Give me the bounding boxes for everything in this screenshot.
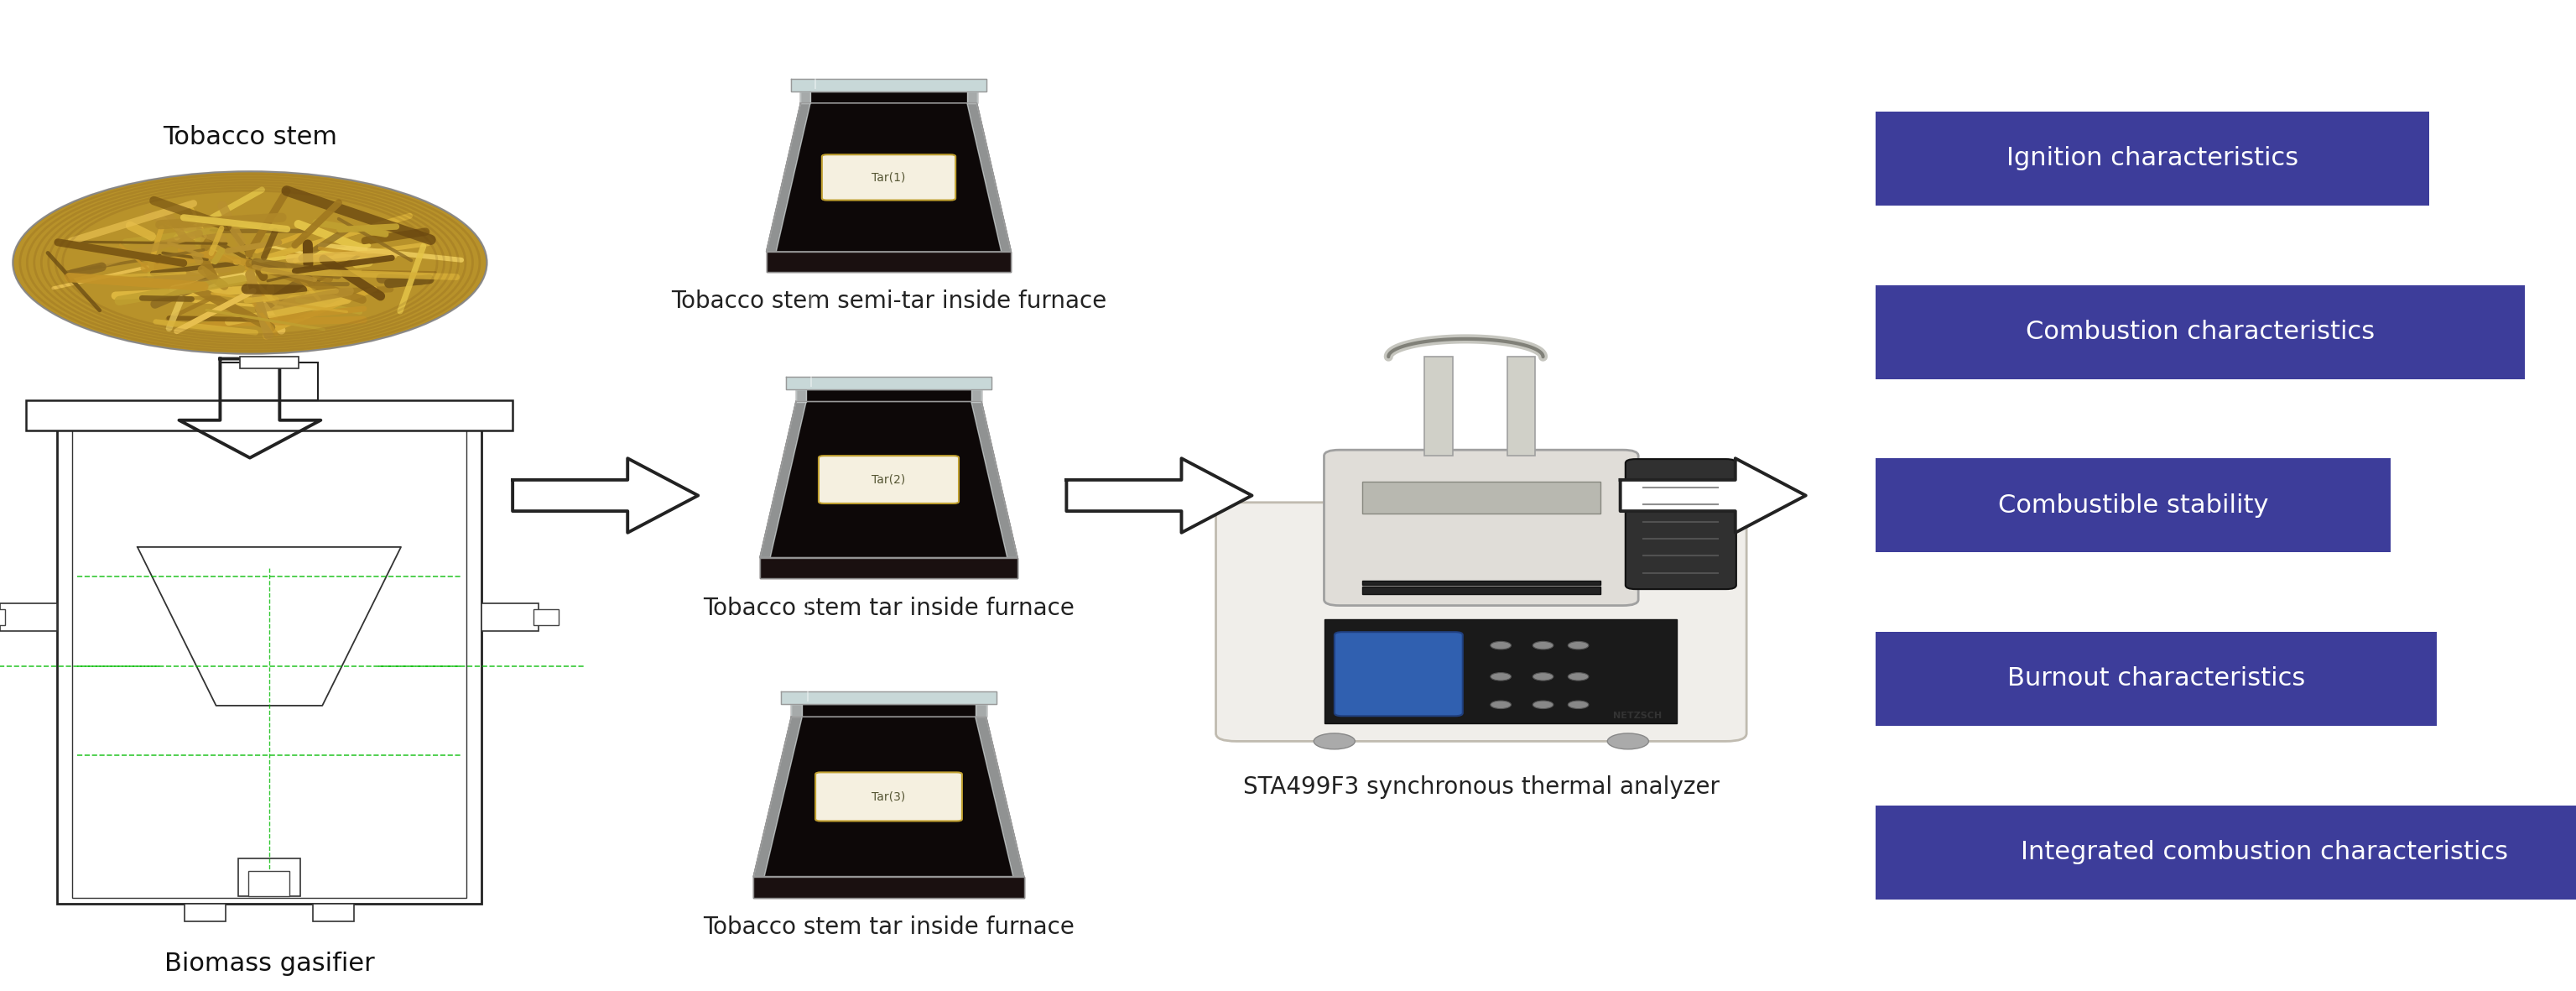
FancyBboxPatch shape: [1324, 450, 1638, 606]
Circle shape: [1533, 673, 1553, 681]
Polygon shape: [796, 389, 981, 401]
Polygon shape: [768, 103, 1010, 252]
Circle shape: [1314, 733, 1355, 749]
Text: Tar(3): Tar(3): [871, 791, 907, 803]
Bar: [72, 414, 466, 898]
Text: Tobacco stem tar inside furnace: Tobacco stem tar inside furnace: [703, 916, 1074, 939]
Text: Tar(2): Tar(2): [871, 474, 907, 486]
Polygon shape: [791, 704, 801, 716]
Bar: [1875, 805, 2576, 900]
Text: Combustion characteristics: Combustion characteristics: [2025, 320, 2375, 344]
Bar: [57, 408, 482, 904]
Polygon shape: [760, 401, 806, 558]
Circle shape: [1533, 701, 1553, 709]
Circle shape: [13, 171, 487, 354]
Circle shape: [1492, 701, 1512, 709]
Circle shape: [1492, 673, 1512, 681]
Bar: [1875, 112, 2429, 206]
Circle shape: [1607, 733, 1649, 749]
Text: Tobacco stem semi-tar inside furnace: Tobacco stem semi-tar inside furnace: [670, 289, 1108, 313]
Bar: [0, 604, 57, 631]
FancyBboxPatch shape: [819, 456, 958, 503]
Polygon shape: [796, 389, 806, 401]
Polygon shape: [976, 704, 987, 716]
Bar: [1363, 581, 1600, 585]
Bar: [314, 904, 355, 922]
Bar: [1875, 285, 2524, 379]
Polygon shape: [976, 716, 1023, 877]
Polygon shape: [752, 716, 801, 877]
Polygon shape: [791, 79, 987, 91]
Bar: [240, 858, 301, 896]
Polygon shape: [752, 877, 1023, 898]
Polygon shape: [966, 91, 976, 103]
Polygon shape: [1066, 458, 1252, 533]
Bar: [1875, 459, 2391, 553]
Bar: [222, 363, 319, 400]
Bar: [185, 904, 227, 922]
Circle shape: [1533, 641, 1553, 649]
Text: NETZSCH: NETZSCH: [1613, 712, 1662, 719]
Polygon shape: [760, 401, 1018, 558]
Bar: [1324, 619, 1677, 723]
Text: Tar(1): Tar(1): [871, 171, 907, 183]
Text: Combustible stability: Combustible stability: [1996, 494, 2269, 517]
Bar: [482, 604, 538, 631]
Circle shape: [1569, 641, 1589, 649]
Bar: [240, 357, 299, 369]
Circle shape: [1569, 701, 1589, 709]
Polygon shape: [791, 704, 987, 716]
FancyBboxPatch shape: [1216, 502, 1747, 741]
FancyBboxPatch shape: [1334, 632, 1463, 716]
Text: Integrated combustion characteristics: Integrated combustion characteristics: [2020, 840, 2509, 864]
Text: Burnout characteristics: Burnout characteristics: [2007, 667, 2306, 691]
Polygon shape: [513, 458, 698, 533]
Polygon shape: [801, 91, 976, 103]
Text: Ignition characteristics: Ignition characteristics: [2007, 147, 2298, 170]
Polygon shape: [760, 558, 1018, 579]
Polygon shape: [768, 103, 811, 252]
Bar: [1363, 587, 1600, 594]
Bar: [247, 871, 291, 896]
FancyBboxPatch shape: [1625, 459, 1736, 589]
FancyBboxPatch shape: [822, 155, 956, 200]
Bar: [1425, 357, 1453, 456]
Text: Biomass gasifier: Biomass gasifier: [165, 951, 374, 976]
Polygon shape: [768, 252, 1010, 272]
Polygon shape: [180, 359, 319, 458]
Polygon shape: [966, 103, 1010, 252]
Bar: [26, 400, 513, 430]
Polygon shape: [801, 91, 811, 103]
Circle shape: [1492, 641, 1512, 649]
Bar: [0, 609, 5, 625]
Polygon shape: [781, 692, 997, 704]
Polygon shape: [1620, 458, 1806, 533]
Polygon shape: [786, 377, 992, 389]
Text: Tobacco stem: Tobacco stem: [162, 125, 337, 150]
Bar: [533, 609, 559, 625]
Bar: [1507, 357, 1535, 456]
Text: STA499F3 synchronous thermal analyzer: STA499F3 synchronous thermal analyzer: [1244, 775, 1718, 799]
Polygon shape: [752, 716, 1023, 877]
Polygon shape: [137, 547, 402, 706]
Circle shape: [1569, 673, 1589, 681]
Bar: [1875, 632, 2437, 725]
FancyBboxPatch shape: [817, 772, 961, 821]
Bar: [1363, 482, 1600, 513]
Text: Tobacco stem tar inside furnace: Tobacco stem tar inside furnace: [703, 597, 1074, 619]
Polygon shape: [971, 401, 1018, 558]
Polygon shape: [971, 389, 981, 401]
